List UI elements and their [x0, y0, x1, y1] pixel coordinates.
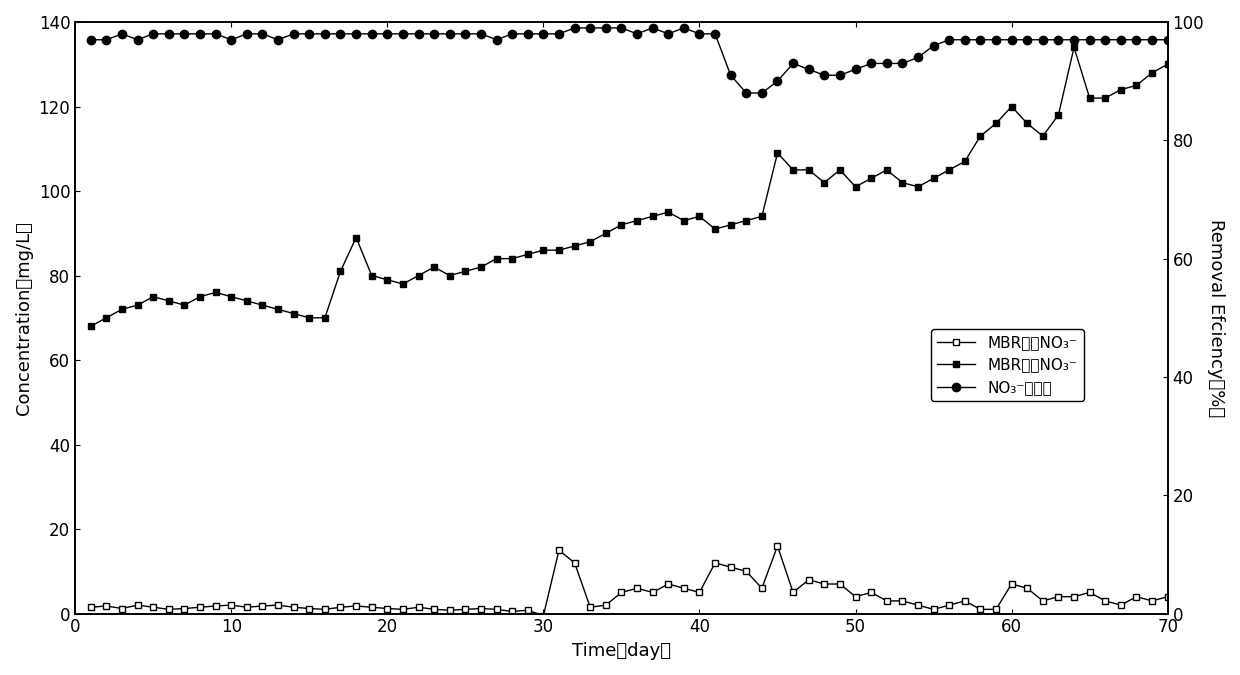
MBR进水NO₃⁻ — [83, 322, 98, 330]
NO₃⁻去除率 — [739, 89, 754, 97]
Line: MBR进水NO₃⁻: MBR进水NO₃⁻ — [87, 44, 1171, 329]
NO₃⁻去除率 — [692, 30, 707, 38]
NO₃⁻去除率 — [536, 30, 551, 38]
MBR出水NO₃⁻ — [536, 612, 551, 620]
MBR进水NO₃⁻ — [1161, 60, 1176, 68]
NO₃⁻去除率 — [567, 24, 582, 32]
MBR出水NO₃⁻ — [223, 601, 238, 609]
NO₃⁻去除率 — [1161, 36, 1176, 44]
Line: MBR出水NO₃⁻: MBR出水NO₃⁻ — [87, 543, 1171, 619]
Line: NO₃⁻去除率: NO₃⁻去除率 — [87, 24, 1172, 97]
MBR出水NO₃⁻ — [412, 603, 427, 612]
MBR进水NO₃⁻ — [223, 293, 238, 301]
NO₃⁻去除率 — [1035, 36, 1050, 44]
NO₃⁻去除率 — [334, 30, 348, 38]
MBR出水NO₃⁻ — [334, 603, 348, 612]
MBR进水NO₃⁻ — [334, 267, 348, 275]
MBR出水NO₃⁻ — [1035, 597, 1050, 605]
MBR出水NO₃⁻ — [1161, 593, 1176, 601]
Legend: MBR出水NO₃⁻, MBR进水NO₃⁻, NO₃⁻去除率: MBR出水NO₃⁻, MBR进水NO₃⁻, NO₃⁻去除率 — [931, 329, 1084, 402]
Y-axis label: Concentration（mg/L）: Concentration（mg/L） — [15, 221, 33, 414]
NO₃⁻去除率 — [83, 36, 98, 44]
Y-axis label: Removal Efciency（%）: Removal Efciency（%） — [1207, 219, 1225, 417]
X-axis label: Time（day）: Time（day） — [572, 642, 671, 660]
MBR进水NO₃⁻ — [1066, 43, 1081, 51]
MBR进水NO₃⁻ — [412, 271, 427, 279]
MBR出水NO₃⁻ — [552, 546, 567, 554]
MBR出水NO₃⁻ — [83, 603, 98, 612]
MBR进水NO₃⁻ — [676, 217, 691, 225]
NO₃⁻去除率 — [412, 30, 427, 38]
MBR出水NO₃⁻ — [770, 542, 785, 550]
MBR进水NO₃⁻ — [988, 119, 1003, 128]
NO₃⁻去除率 — [223, 36, 238, 44]
MBR出水NO₃⁻ — [692, 589, 707, 597]
MBR进水NO₃⁻ — [1004, 103, 1019, 111]
